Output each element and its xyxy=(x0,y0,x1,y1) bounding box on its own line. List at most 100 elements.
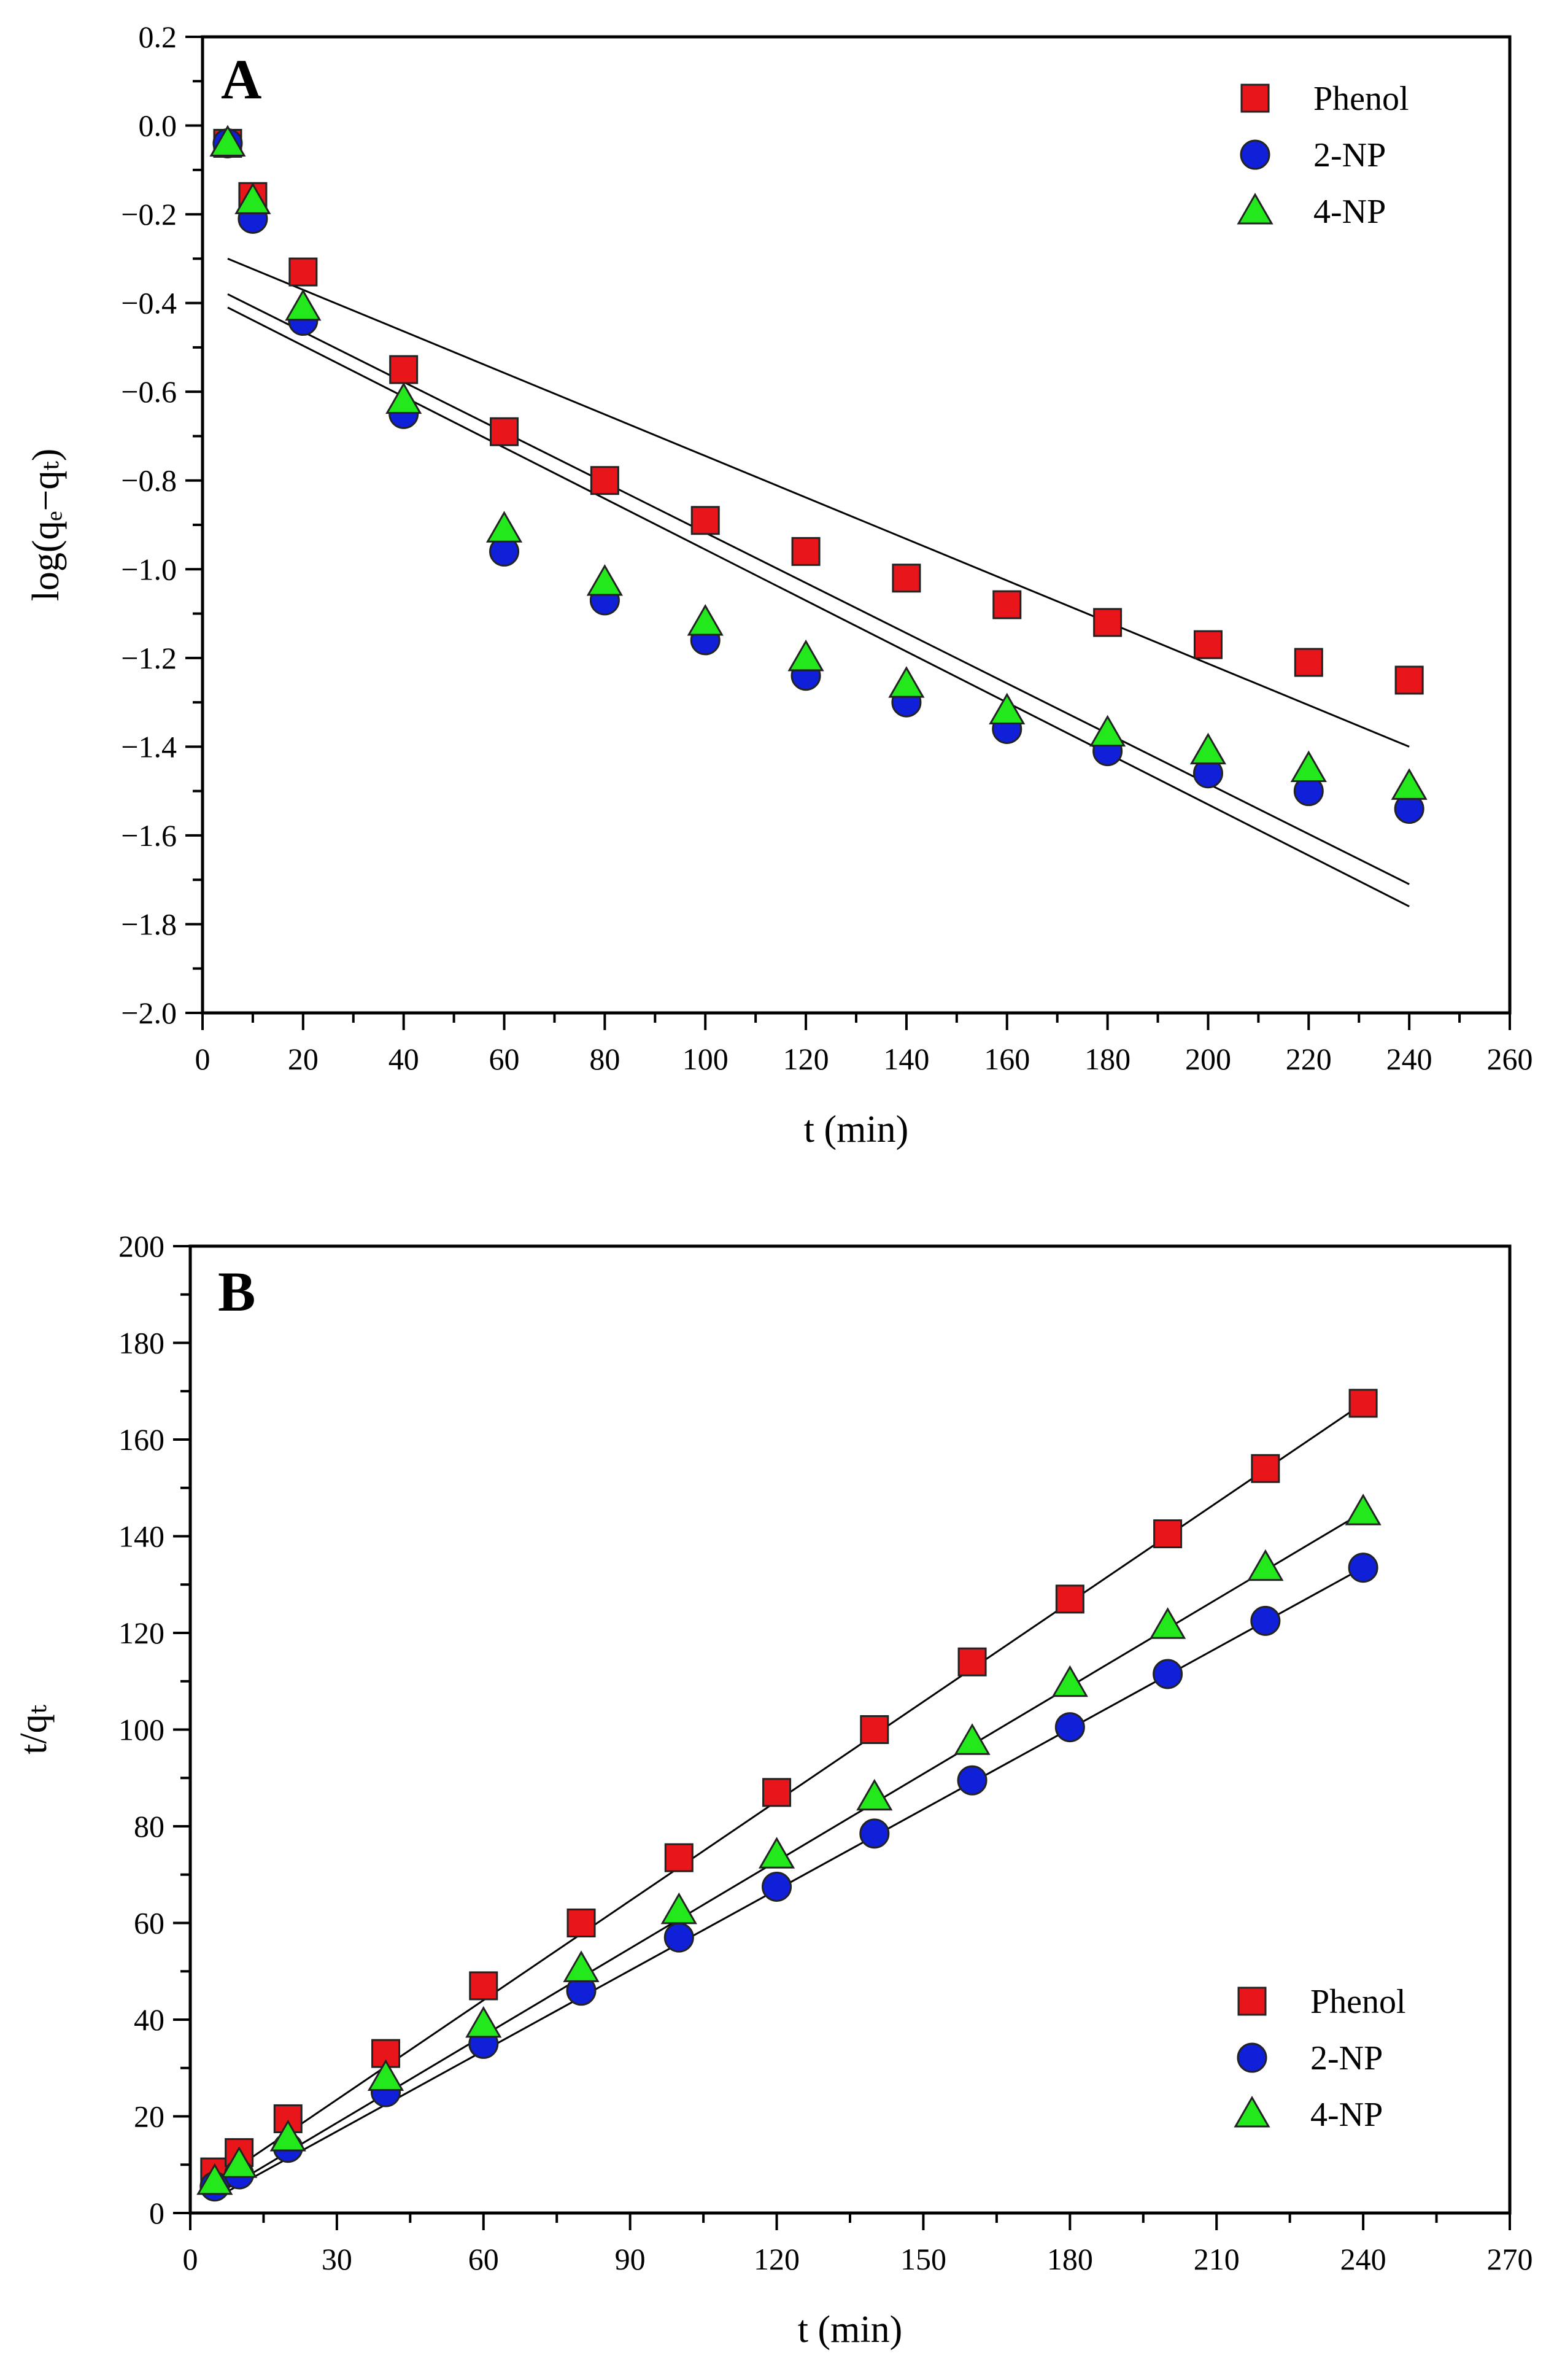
data-point-4-np xyxy=(285,289,322,321)
y-tick-label: 0.2 xyxy=(139,20,177,54)
data-point-phenol xyxy=(992,590,1022,619)
y-tick-label: 100 xyxy=(118,1713,164,1747)
data-point-2-np xyxy=(957,1765,988,1796)
data-point-4-np xyxy=(367,2059,404,2091)
fit-line-phenol xyxy=(227,257,1410,748)
data-point-2-np xyxy=(1054,1712,1085,1743)
data-point-phenol xyxy=(1153,1519,1183,1549)
x-tick-label: 220 xyxy=(1286,1042,1332,1076)
y-tick-label: −1.4 xyxy=(121,729,177,764)
x-tick-label: 210 xyxy=(1194,2242,1240,2276)
fit-line-2-np xyxy=(227,306,1410,907)
x-tick-label: 20 xyxy=(288,1042,319,1076)
data-point-phenol xyxy=(664,1843,694,1872)
data-point-phenol xyxy=(762,1778,792,1807)
y-tick-label: 0 xyxy=(149,2196,164,2230)
y-axis-title: t/qₜ xyxy=(13,1704,55,1754)
panel-letter: B xyxy=(218,1260,255,1323)
data-point-4-np xyxy=(563,1950,600,1982)
x-tick-label: 0 xyxy=(183,2242,198,2276)
x-tick-label: 120 xyxy=(754,2242,800,2276)
data-point-2-np xyxy=(663,1922,694,1953)
data-point-4-np xyxy=(221,2146,258,2178)
data-point-4-np xyxy=(485,511,523,543)
data-point-4-np xyxy=(954,1723,991,1755)
panel-a: 0 20 40 60 80 100 120 140 160 180 200 220 240 260 −2.0… xyxy=(25,20,1533,1150)
data-point-phenol xyxy=(1394,665,1424,695)
y-tick-label: 0.0 xyxy=(139,109,177,143)
data-point-phenol xyxy=(1093,608,1123,637)
y-tick-label: 20 xyxy=(134,2099,164,2134)
x-tick-label: 180 xyxy=(1047,2242,1093,2276)
x-tick-label: 180 xyxy=(1084,1042,1131,1076)
y-tick-label: −1.8 xyxy=(121,907,177,941)
data-point-phenol xyxy=(860,1715,889,1744)
data-point-4-np xyxy=(787,639,824,672)
x-tick-label: 60 xyxy=(489,1042,520,1076)
x-tick-label: 140 xyxy=(883,1042,929,1076)
data-point-4-np xyxy=(234,182,271,214)
y-tick-label: 180 xyxy=(118,1326,164,1360)
legend-label: 2-NP xyxy=(1310,2039,1383,2077)
data-point-4-np xyxy=(209,125,246,157)
y-tick-label: −0.8 xyxy=(121,463,177,498)
panel-b: 0 30 60 90 120 150 180 210 240 270 0 20 40 60 80 100 120… xyxy=(13,1229,1533,2351)
x-tick-label: 240 xyxy=(1386,1042,1432,1076)
legend-marker-4-np xyxy=(1237,192,1274,225)
x-tick-label: 80 xyxy=(589,1042,620,1076)
data-point-phenol xyxy=(288,257,318,287)
data-point-4-np xyxy=(856,1778,893,1811)
data-point-phenol xyxy=(469,1971,498,2001)
y-tick-label: −0.4 xyxy=(121,286,177,320)
x-tick-label: 60 xyxy=(468,2242,499,2276)
data-point-2-np xyxy=(762,1871,792,1902)
x-tick-label: 160 xyxy=(984,1042,1030,1076)
data-point-4-np xyxy=(1391,768,1428,800)
y-tick-label: 80 xyxy=(134,1809,164,1843)
data-point-4-np xyxy=(1051,1665,1088,1697)
data-point-phenol xyxy=(1251,1454,1280,1483)
legend-label: 4-NP xyxy=(1310,2096,1383,2134)
y-tick-label: −2.0 xyxy=(121,996,177,1030)
y-tick-label: 60 xyxy=(134,1906,164,1940)
x-tick-label: 240 xyxy=(1340,2242,1386,2276)
data-point-4-np xyxy=(660,1892,697,1925)
y-tick-label: 200 xyxy=(118,1229,164,1263)
x-tick-label: 120 xyxy=(783,1042,829,1076)
y-tick-label: 120 xyxy=(118,1616,164,1650)
x-tick-label: 200 xyxy=(1185,1042,1231,1076)
legend-label: Phenol xyxy=(1313,80,1409,118)
legend-marker-2-np xyxy=(1240,139,1270,170)
data-point-4-np xyxy=(989,692,1026,725)
data-point-phenol xyxy=(1055,1584,1084,1614)
data-point-4-np xyxy=(385,382,422,414)
x-tick-label: 270 xyxy=(1487,2242,1533,2276)
data-point-4-np xyxy=(1089,715,1126,747)
data-point-2-np xyxy=(1153,1659,1183,1689)
x-tick-label: 260 xyxy=(1487,1042,1533,1076)
data-point-phenol xyxy=(791,537,821,566)
y-tick-label: −1.0 xyxy=(121,552,177,586)
legend-marker-phenol xyxy=(1237,1987,1267,2016)
x-tick-label: 100 xyxy=(682,1042,729,1076)
y-tick-label: 140 xyxy=(118,1519,164,1554)
y-tick-label: −0.6 xyxy=(121,374,177,409)
data-point-phenol xyxy=(389,355,419,384)
data-point-4-np xyxy=(1189,732,1227,765)
legend-label: 2-NP xyxy=(1313,136,1386,174)
y-tick-label: −1.6 xyxy=(121,818,177,853)
data-point-2-np xyxy=(1250,1605,1281,1636)
x-tick-label: 90 xyxy=(615,2242,646,2276)
legend-marker-2-np xyxy=(1237,2042,1267,2073)
data-point-phenol xyxy=(892,564,921,593)
data-point-4-np xyxy=(465,2006,502,2038)
y-tick-label: −0.2 xyxy=(121,197,177,231)
y-tick-label: 160 xyxy=(118,1422,164,1457)
legend-marker-4-np xyxy=(1234,2095,1270,2128)
data-point-4-np xyxy=(758,1837,795,1869)
data-point-4-np xyxy=(586,564,623,596)
data-point-2-np xyxy=(1348,1552,1378,1583)
x-tick-label: 150 xyxy=(900,2242,946,2276)
data-point-phenol xyxy=(566,1909,596,1937)
